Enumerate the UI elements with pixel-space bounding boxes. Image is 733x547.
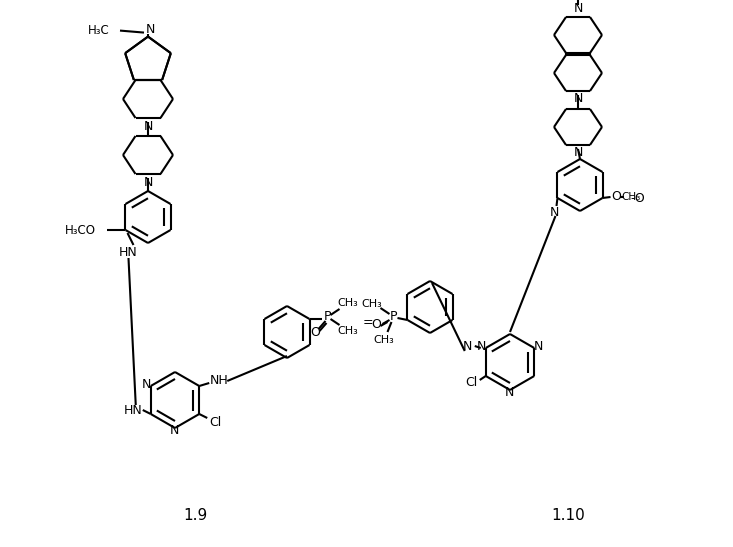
Text: Cl: Cl	[465, 375, 478, 388]
Text: HN: HN	[123, 404, 142, 416]
Text: CH₃: CH₃	[337, 298, 358, 308]
Text: N: N	[573, 3, 583, 15]
Text: P: P	[324, 311, 331, 323]
Text: CH₃: CH₃	[373, 335, 394, 345]
Text: HN: HN	[119, 246, 138, 259]
Text: H₃C: H₃C	[88, 24, 110, 37]
Text: N: N	[463, 340, 473, 352]
Text: N: N	[142, 379, 152, 392]
Text: N: N	[477, 340, 487, 353]
Text: CH₃: CH₃	[337, 326, 358, 336]
Text: N: N	[573, 147, 583, 160]
Text: N: N	[169, 423, 179, 437]
Text: 1.10: 1.10	[551, 508, 585, 522]
Text: N: N	[573, 92, 583, 106]
Text: N: N	[534, 340, 543, 352]
Text: O: O	[611, 189, 622, 202]
Text: H₃CO: H₃CO	[65, 224, 95, 236]
Text: NH: NH	[210, 375, 229, 387]
Text: N: N	[145, 23, 155, 36]
Text: CH₃: CH₃	[361, 299, 382, 309]
Text: CH₃: CH₃	[621, 192, 640, 202]
Text: N: N	[144, 176, 152, 189]
Text: -O: -O	[630, 191, 645, 205]
Text: N: N	[144, 119, 152, 132]
Text: O: O	[311, 327, 320, 340]
Text: N: N	[550, 206, 559, 218]
Text: O: O	[372, 317, 381, 330]
Text: P: P	[390, 310, 397, 323]
Text: N: N	[504, 386, 514, 399]
Text: =: =	[362, 317, 373, 329]
Text: Cl: Cl	[209, 416, 221, 428]
Text: 1.9: 1.9	[183, 508, 207, 522]
